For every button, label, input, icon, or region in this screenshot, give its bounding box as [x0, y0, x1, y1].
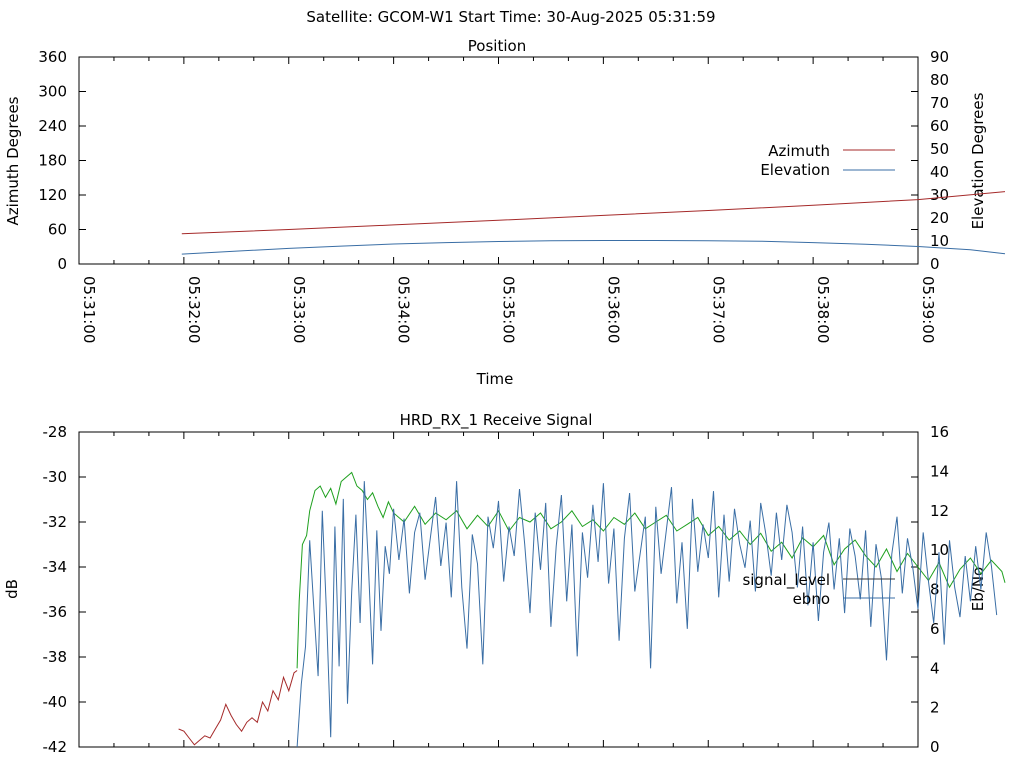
receive-signal-y2-axis-label: Eb/No: [969, 567, 987, 611]
legend-label-elevation: Elevation: [760, 161, 830, 179]
position-x-tick-label: 05:37:00: [709, 276, 727, 343]
position-y2-tick-label: 40: [930, 163, 949, 181]
receive-signal-y2-tick-label: 14: [930, 462, 949, 480]
position-x-axis-label: Time: [476, 370, 514, 388]
position-y2-ticks: 0 10 20 30 40 50 60 70 80 90: [930, 48, 949, 273]
figure-title: Satellite: GCOM-W1 Start Time: 30-Aug-20…: [306, 8, 715, 26]
receive-signal-series: [178, 471, 1006, 748]
position-y2-tick-label: 60: [930, 117, 949, 135]
receive-signal-chart-title: HRD_RX_1 Receive Signal: [400, 411, 593, 430]
position-y-tick-label: 240: [38, 117, 67, 135]
position-y2-tick-label: 30: [930, 186, 949, 204]
series-line-signal-level-below-lock: [178, 670, 298, 746]
position-y2-tick-label: 80: [930, 71, 949, 89]
receive-signal-chart: HRD_RX_1 Receive Signal dB Eb/No -42-40-…: [3, 411, 1006, 756]
position-y2-tick-label: 20: [930, 209, 949, 227]
receive-signal-y-tick-label: -42: [43, 738, 68, 756]
receive-signal-y-tick-label: -32: [43, 513, 68, 531]
position-x-tick-label: 05:32:00: [185, 276, 203, 343]
position-y-tick-label: 60: [48, 221, 67, 239]
position-y-tick-label: 360: [38, 48, 67, 66]
position-y-tick-label: 300: [38, 83, 67, 101]
receive-signal-y-tick-label: -40: [43, 693, 68, 711]
receive-signal-legend: signal_level ebno: [742, 571, 895, 608]
position-x-tick-label: 05:34:00: [395, 276, 413, 343]
position-y2-axis-label: Elevation Degrees: [969, 92, 987, 229]
receive-signal-y2-tick-label: 12: [930, 502, 949, 520]
position-y-ticks: 0 60 120 180 240 300 360: [38, 48, 918, 273]
position-x-tick-label: 05:38:00: [814, 276, 832, 343]
receive-signal-y-ticks: -42 -40 -38 -36 -34 -32 -30 -28: [43, 423, 918, 756]
position-y2-tick-label: 50: [930, 140, 949, 158]
receive-signal-y-tick-label: -30: [43, 468, 68, 486]
receive-signal-y-tick-label: -34: [43, 558, 68, 576]
position-x-tick-label: 05:39:00: [919, 276, 937, 343]
receive-signal-y2-tick-label: 8: [930, 581, 940, 599]
position-chart: Position Azimuth Degrees Elevation Degre…: [4, 37, 1006, 388]
receive-signal-y2-tick-label: 4: [930, 659, 940, 677]
position-x-tick-label: 05:33:00: [290, 276, 308, 343]
position-chart-title: Position: [468, 37, 526, 55]
legend-label-azimuth: Azimuth: [768, 142, 830, 160]
receive-signal-y2-tick-label: 6: [930, 620, 940, 638]
legend-label-signal-level: signal_level: [742, 571, 830, 590]
position-legend: Azimuth Elevation: [760, 142, 895, 179]
receive-signal-x-ticks: [78, 432, 919, 747]
position-x-ticks: 05:31:00 05:32:00 05:33:00 05:34:00 05:35:00…: [78, 57, 937, 343]
receive-signal-y2-ticks: 0 2 4 6 8 10 12 14 16: [930, 423, 949, 756]
position-y2-tick-label: 10: [930, 232, 949, 250]
receive-signal-y-axis-label: dB: [3, 579, 21, 599]
receive-signal-y-tick-label: -36: [43, 603, 68, 621]
position-y-tick-label: 120: [38, 186, 67, 204]
position-y2-tick-label: 0: [930, 255, 940, 273]
series-line-ebno: [296, 481, 998, 748]
position-y2-tick-label: 70: [930, 94, 949, 112]
position-y-axis-label: Azimuth Degrees: [4, 96, 22, 225]
position-y-tick-label: 0: [57, 255, 67, 273]
series-line-elevation: [181, 240, 1006, 255]
series-line-azimuth: [181, 191, 1006, 235]
position-y2-tick-label: 90: [930, 48, 949, 66]
position-y-tick-label: 180: [38, 152, 67, 170]
receive-signal-y2-tick-label: 0: [930, 738, 940, 756]
receive-signal-y-tick-label: -38: [43, 648, 68, 666]
legend-label-ebno: ebno: [793, 590, 830, 608]
position-series: [181, 191, 1006, 255]
receive-signal-y2-tick-label: 16: [930, 423, 949, 441]
position-x-tick-label: 05:35:00: [500, 276, 518, 343]
position-x-tick-label: 05:36:00: [604, 276, 622, 343]
receive-signal-y2-tick-label: 2: [930, 699, 940, 717]
receive-signal-y-tick-label: -28: [43, 423, 68, 441]
position-x-tick-label: 05:31:00: [80, 276, 98, 343]
receive-signal-y2-tick-label: 10: [930, 541, 949, 559]
